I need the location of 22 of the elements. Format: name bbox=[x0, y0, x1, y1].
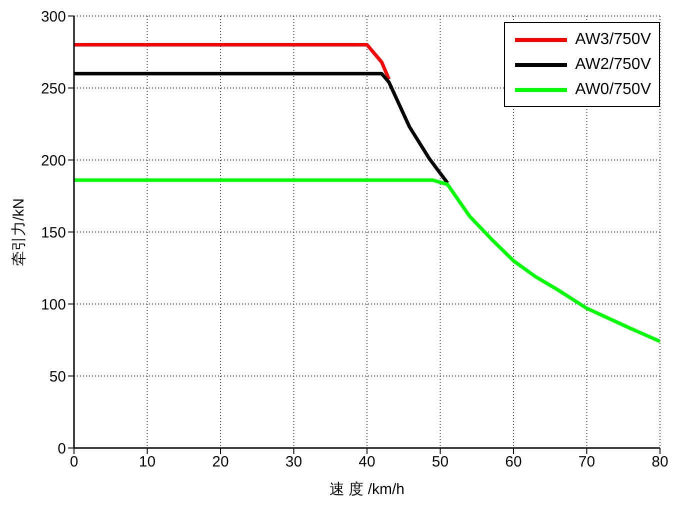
legend-label: AW0/750V bbox=[575, 80, 651, 98]
y-tick-label: 250 bbox=[40, 80, 66, 98]
line-series bbox=[74, 178, 660, 344]
y-tick-label: 150 bbox=[40, 224, 66, 242]
x-tick-label: 10 bbox=[138, 454, 156, 471]
x-tick-label: 30 bbox=[285, 454, 302, 471]
x-tick-label: 0 bbox=[70, 454, 78, 471]
x-tick-label: 40 bbox=[358, 454, 376, 471]
x-tick-label: 50 bbox=[432, 454, 449, 471]
y-axis-title: 牵引力/kN bbox=[10, 198, 28, 266]
y-tick-label: 100 bbox=[40, 296, 66, 314]
x-tick-label: 80 bbox=[652, 454, 668, 471]
x-axis-title: 速 度 /km/h bbox=[329, 481, 405, 498]
y-tick-label: 0 bbox=[58, 440, 66, 458]
y-tick-label: 50 bbox=[49, 368, 66, 386]
x-tick-label: 60 bbox=[505, 454, 522, 471]
x-tick-label: 20 bbox=[212, 454, 229, 471]
legend-label: AW2/750V bbox=[575, 56, 651, 74]
y-tick-label: 300 bbox=[40, 8, 66, 26]
x-tick-label: 70 bbox=[578, 454, 596, 471]
legend-label: AW3/750V bbox=[575, 30, 651, 48]
y-tick-label: 200 bbox=[40, 152, 66, 170]
